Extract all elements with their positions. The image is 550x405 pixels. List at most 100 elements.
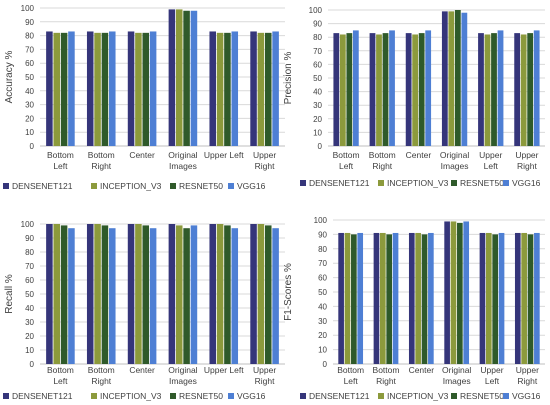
y-tick-label: 70 [25, 45, 34, 54]
legend-label: VGG16 [237, 391, 266, 401]
y-tick-label: 100 [21, 220, 35, 229]
x-tick-label: Right [517, 161, 537, 171]
x-tick-label: Right [91, 376, 111, 386]
x-tick-label: Original [442, 365, 471, 375]
legend-swatch [91, 183, 97, 189]
bar [339, 34, 346, 147]
y-tick-label: 10 [318, 346, 327, 355]
bar [175, 9, 183, 146]
y-tick-label: 80 [313, 33, 322, 42]
bar [53, 32, 61, 147]
bar [392, 232, 399, 364]
bar [264, 32, 272, 147]
bar [183, 10, 190, 147]
bar [425, 30, 432, 146]
bar [444, 221, 450, 364]
bar [357, 232, 364, 364]
bar [149, 31, 157, 146]
y-tick-label: 100 [314, 216, 328, 225]
x-tick-label: Images [169, 376, 197, 386]
legend-label: INCEPTION_V3 [100, 391, 162, 401]
bar [209, 31, 216, 146]
bar [86, 224, 94, 364]
bar [46, 31, 53, 146]
bar [224, 225, 231, 364]
bar [190, 225, 198, 364]
bar [127, 31, 135, 146]
y-tick-label: 30 [25, 101, 34, 110]
legend-swatch [300, 393, 306, 399]
x-tick-label: Upper [516, 365, 539, 375]
bar [231, 228, 239, 364]
x-tick-label: Left [344, 376, 359, 386]
legend-label: DENSENET121 [12, 181, 73, 191]
legend-swatch [170, 393, 176, 399]
bar [127, 224, 135, 364]
bar [216, 224, 224, 364]
bar [478, 33, 484, 147]
bar [224, 32, 231, 147]
bar [389, 30, 395, 146]
legend-label: INCEPTION_V3 [100, 181, 162, 191]
bar [94, 224, 101, 364]
x-tick-label: Right [517, 376, 537, 386]
bar [60, 32, 68, 147]
bar [428, 232, 434, 364]
bar [527, 234, 534, 364]
x-tick-label: Original [440, 150, 469, 160]
y-tick-label: 50 [318, 288, 327, 297]
legend-label: VGG16 [237, 181, 266, 191]
bar [250, 224, 257, 364]
legend-label: INCEPTION_V3 [387, 178, 449, 188]
x-tick-label: Bottom [47, 365, 74, 375]
y-tick-label: 40 [318, 302, 327, 311]
y-axis-title: Precision % [283, 52, 294, 105]
x-tick-label: Bottom [47, 150, 74, 160]
y-axis-title: F1-Scores % [283, 263, 294, 321]
x-tick-label: Right [91, 161, 111, 171]
bar [454, 10, 461, 146]
bar [346, 33, 353, 147]
y-tick-label: 100 [21, 4, 35, 13]
x-tick-label: Images [441, 161, 469, 171]
bar [527, 33, 534, 147]
bar [94, 32, 101, 147]
legend-label: RESNET50 [179, 181, 223, 191]
bar [216, 32, 224, 147]
y-tick-label: 80 [25, 32, 34, 41]
bar [351, 234, 357, 364]
bar [376, 34, 382, 147]
legend-label: VGG16 [512, 178, 541, 188]
y-tick-label: 50 [25, 290, 34, 299]
bar [338, 232, 344, 364]
legend-swatch [228, 393, 234, 399]
x-tick-label: Upper [253, 365, 276, 375]
x-tick-label: Bottom [369, 150, 396, 160]
y-tick-label: 60 [313, 60, 322, 69]
bar [142, 225, 150, 364]
y-tick-label: 20 [318, 331, 327, 340]
y-tick-label: 0 [323, 360, 328, 369]
x-tick-label: Upper Left [204, 365, 244, 375]
y-tick-label: 0 [30, 142, 35, 151]
bar [264, 225, 272, 364]
x-tick-label: Center [129, 150, 155, 160]
x-tick-label: Left [484, 161, 499, 171]
x-tick-label: Right [255, 161, 275, 171]
bar [257, 32, 265, 147]
x-tick-label: Bottom [333, 150, 360, 160]
x-tick-label: Right [376, 376, 396, 386]
bar [344, 232, 351, 364]
bar [109, 228, 116, 364]
y-tick-label: 30 [25, 318, 34, 327]
legend-swatch [378, 180, 384, 186]
legend-label: VGG16 [512, 391, 541, 401]
bar [101, 225, 109, 364]
legend-swatch [170, 183, 176, 189]
bar [497, 30, 504, 146]
bar [68, 228, 75, 364]
legend-label: RESNET50 [179, 391, 223, 401]
